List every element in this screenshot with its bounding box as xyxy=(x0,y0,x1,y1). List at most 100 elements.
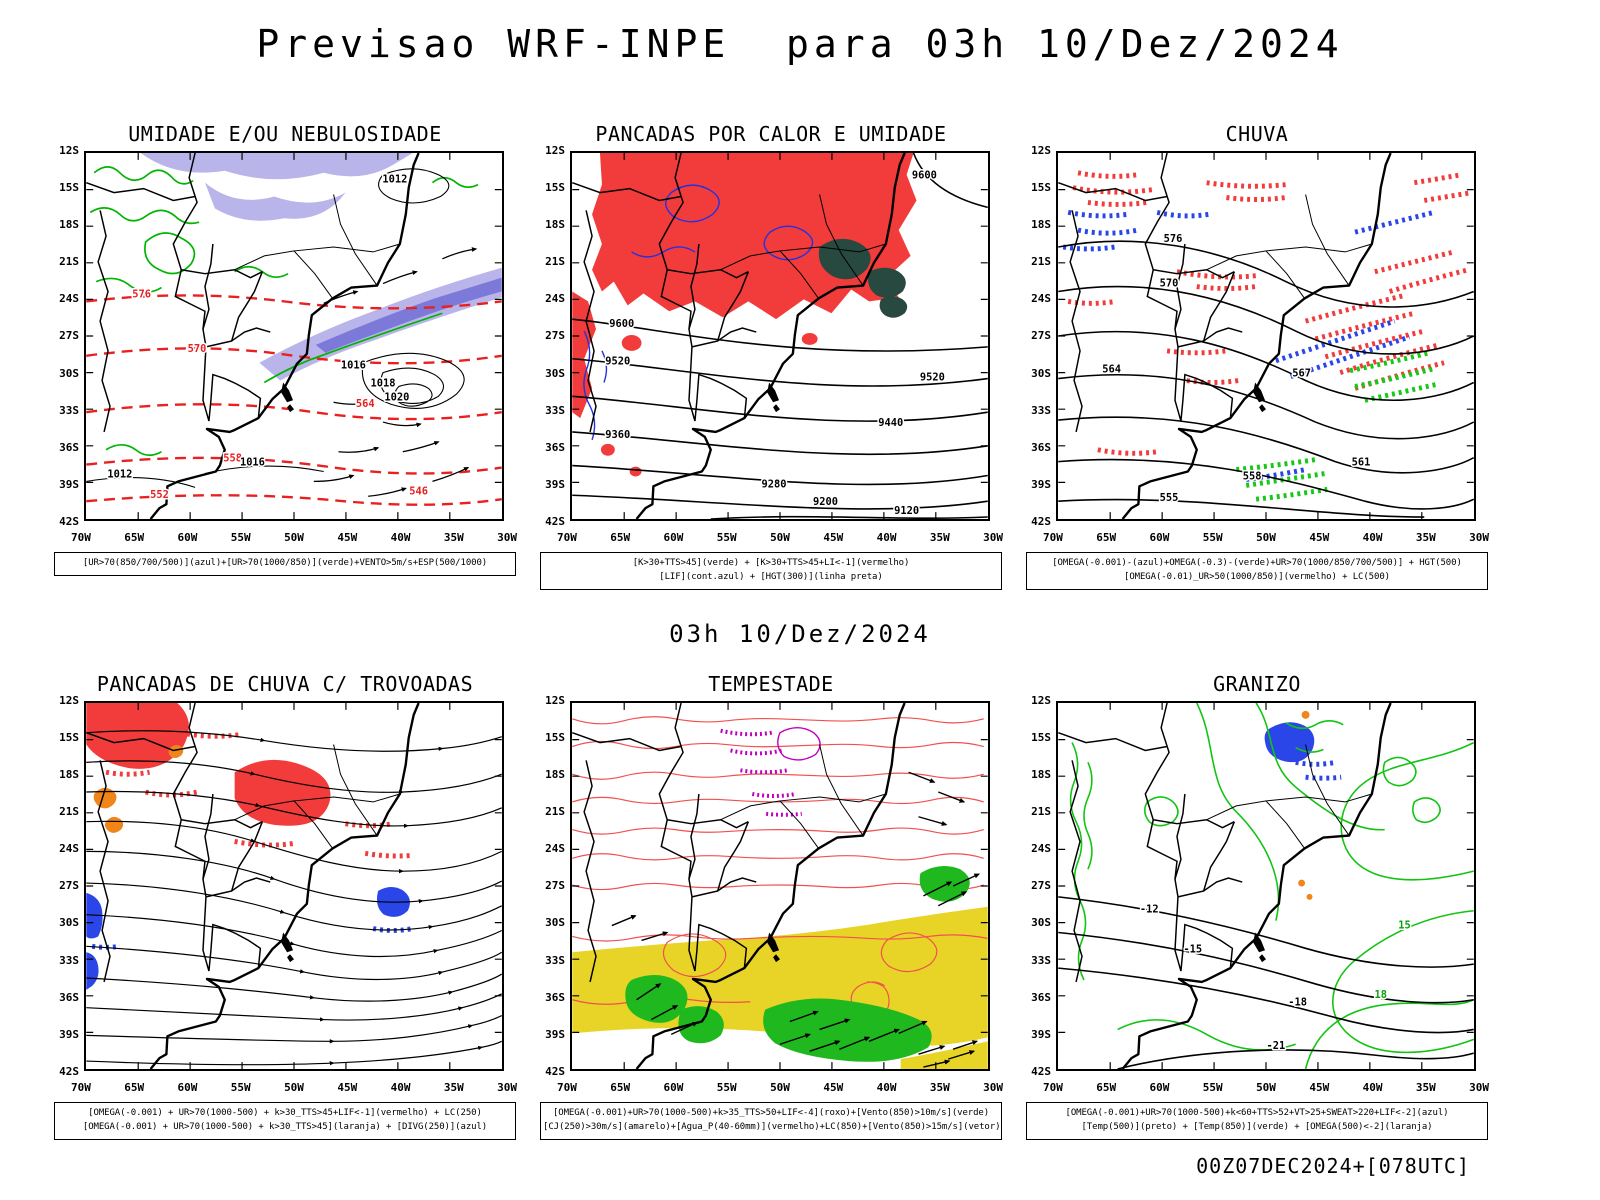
axis-tick-label: 55W xyxy=(230,1080,251,1094)
map-pancadas-calor: 9600 9600 9520 9520 9440 9360 9280 9200 … xyxy=(570,151,990,521)
y-axis: 12S 15S 18S 21S 24S 27S 30S 33S 36S 39S 42S xyxy=(536,144,570,528)
svg-text:1012: 1012 xyxy=(107,468,132,480)
panel-pancadas-calor: PANCADAS POR CALOR E UMIDADE 12S 15S 18S 21… xyxy=(536,122,1006,590)
axis-tick-label: 18S xyxy=(1031,218,1051,232)
axis-tick-label: 42S xyxy=(1031,514,1051,528)
axis-tick-label: 45W xyxy=(823,531,844,544)
divergence-blue-areas xyxy=(86,886,414,990)
axis-tick-label: 21S xyxy=(59,805,79,819)
thickness-red-dashed-contours xyxy=(86,294,502,506)
axis-tick-label: 21S xyxy=(59,255,79,269)
svg-text:570: 570 xyxy=(188,343,207,355)
run-info-footer: 00Z07DEC2024+[078UTC] xyxy=(1196,1153,1470,1178)
page-title: Previsao WRF-INPE para 03h 10/Dez/2024 xyxy=(256,22,1344,66)
axis-tick-label: 24S xyxy=(545,842,565,856)
valid-time-subtitle: 03h 10/Dez/2024 xyxy=(669,619,931,648)
axis-tick-label: 40W xyxy=(876,531,897,544)
lif-blue-contours xyxy=(583,184,814,441)
hgt500-contours xyxy=(1058,240,1474,518)
axis-tick-label: 55W xyxy=(1202,531,1223,544)
axis-tick-label: 36S xyxy=(545,440,565,454)
panel-title: UMIDADE E/OU NEBULOSIDADE xyxy=(128,122,442,146)
lc850-red-lines xyxy=(572,716,988,1019)
axis-tick-label: 12S xyxy=(59,144,79,157)
panel-title: TEMPESTADE xyxy=(708,671,834,696)
axis-tick-label: 42S xyxy=(545,514,565,528)
svg-text:570: 570 xyxy=(1160,278,1179,290)
axis-tick-label: 27S xyxy=(1031,329,1051,343)
axis-tick-label: 36S xyxy=(1031,440,1051,454)
svg-text:564: 564 xyxy=(356,398,375,410)
axis-tick-label: 40W xyxy=(390,531,411,544)
rain-blue-speckles xyxy=(1062,209,1435,482)
svg-text:1012: 1012 xyxy=(382,174,407,186)
axis-tick-label: 39S xyxy=(1031,477,1051,491)
legend-box: [K>30+TTS>45](verde) + [K>30+TTS>45+LI<-… xyxy=(540,552,1002,590)
axis-tick-label: 36S xyxy=(1031,990,1051,1004)
axis-tick-label: 36S xyxy=(59,990,79,1004)
axis-tick-label: 40W xyxy=(1362,1080,1383,1094)
axis-tick-label: 60W xyxy=(663,531,684,544)
svg-text:567: 567 xyxy=(1292,368,1311,380)
axis-tick-label: 21S xyxy=(545,805,565,819)
axis-tick-label: 30S xyxy=(1031,916,1051,930)
axis-tick-label: 12S xyxy=(545,144,565,157)
svg-text:9520: 9520 xyxy=(605,356,630,368)
contour-labels: -12 -15 -18 -21 15 18 xyxy=(1138,902,1412,1053)
svg-text:1018: 1018 xyxy=(371,377,396,389)
axis-tick-label: 27S xyxy=(59,879,79,893)
axis-tick-label: 30W xyxy=(497,1080,517,1094)
axis-tick-label: 15S xyxy=(545,181,565,195)
svg-text:9440: 9440 xyxy=(878,417,903,429)
axis-tick-label: 70W xyxy=(71,1080,91,1094)
axis-tick-label: 50W xyxy=(770,1080,790,1094)
map-chuva: 576 570 567 564 561 558 555 xyxy=(1056,151,1476,521)
svg-text:576: 576 xyxy=(1164,233,1183,245)
axis-tick-label: 45W xyxy=(1309,531,1330,544)
axis-tick-label: 15S xyxy=(1031,730,1051,744)
bottom-row: PANCADAS DE CHUVA C/ TROVOADAS 12S 15S 18S… xyxy=(0,672,1600,1140)
axis-tick-label: 18S xyxy=(545,218,565,232)
axis-tick-label: 24S xyxy=(1031,292,1051,306)
axis-tick-label: 27S xyxy=(59,329,79,343)
axis-tick-label: 30S xyxy=(545,916,565,930)
legend-line: [UR>70(850/700/500)](azul)+[UR>70(1000/8… xyxy=(82,558,488,568)
axis-tick-label: 70W xyxy=(1043,1080,1063,1094)
axis-tick-label: 21S xyxy=(545,255,565,269)
axis-tick-label: 33S xyxy=(1031,953,1051,967)
wind-arrows xyxy=(313,247,478,497)
y-axis: 12S 15S 18S 21S 24S 27S 30S 33S 36S 39S 42S xyxy=(536,694,570,1078)
y-axis: 12S 15S 18S 21S 24S 27S 30S 33S 36S 39S 42S xyxy=(50,694,84,1078)
axis-tick-label: 15S xyxy=(59,181,79,195)
axis-tick-label: 50W xyxy=(1256,531,1276,544)
x-axis: 70W 65W 60W 55W 50W 45W 40W 35W 30W xyxy=(1043,531,1489,544)
storm-purple-areas xyxy=(720,726,821,817)
svg-text:9600: 9600 xyxy=(912,170,937,182)
axis-tick-label: 36S xyxy=(545,990,565,1004)
legend-line: [CJ(250)>30m/s](amarelo)+[Agua_P(40-60mm… xyxy=(543,1121,1001,1132)
rain-green-speckles xyxy=(1236,350,1437,502)
legend-line: [OMEGA(-0.001)-(azul)+OMEGA(-0.3)-(verde… xyxy=(1052,558,1462,568)
svg-text:558: 558 xyxy=(223,453,242,465)
axis-tick-label: 42S xyxy=(1031,1064,1051,1078)
x-axis: 70W 65W 60W 55W 50W 45W 40W 35W 30W xyxy=(71,531,517,544)
axis-tick-label: 65W xyxy=(124,1080,145,1094)
axis-tick-label: 33S xyxy=(59,403,79,417)
axis-tick-label: 40W xyxy=(876,1080,897,1094)
hgt300-contours xyxy=(572,153,988,519)
panel-title: PANCADAS POR CALOR E UMIDADE xyxy=(595,122,947,146)
contour-labels: 9600 9600 9520 9520 9440 9360 9280 9200 … xyxy=(604,168,947,518)
axis-tick-label: 21S xyxy=(1031,255,1051,269)
panel-title: PANCADAS DE CHUVA C/ TROVOADAS xyxy=(96,671,474,696)
legend-line: [OMEGA(-0.001) + UR>70(1000-500) + k>30_… xyxy=(88,1107,482,1118)
axis-tick-label: 12S xyxy=(59,693,79,707)
axis-tick-label: 60W xyxy=(663,1080,684,1094)
axis-tick-label: 45W xyxy=(337,1080,358,1094)
legend-box: [UR>70(850/700/500)](azul)+[UR>70(1000/8… xyxy=(54,552,516,576)
axis-tick-label: 30S xyxy=(545,366,565,380)
svg-text:561: 561 xyxy=(1352,457,1371,469)
x-axis: 70W 65W 60W 55W 50W 45W 40W 35W 30W xyxy=(557,1081,1003,1094)
svg-text:9360: 9360 xyxy=(605,429,630,441)
axis-tick-label: 65W xyxy=(610,1080,631,1094)
axis-tick-label: 42S xyxy=(59,1064,79,1078)
